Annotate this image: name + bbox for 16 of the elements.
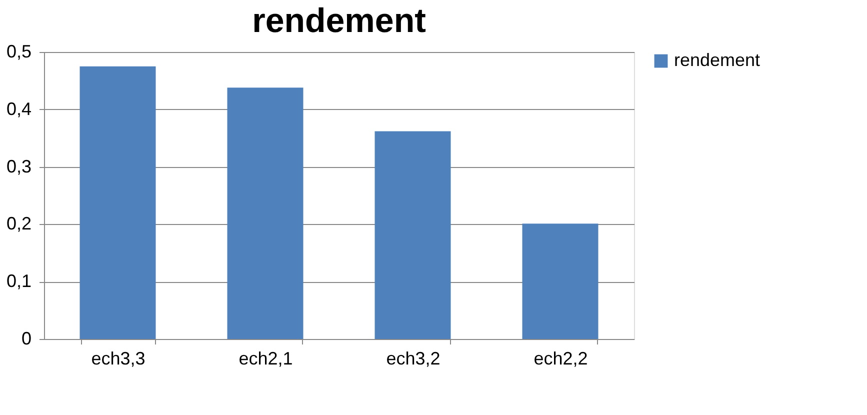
bar [80,66,156,339]
y-tick-label: 0,4 [6,98,32,119]
y-tick-label: 0,5 [6,42,32,62]
x-tick-label: ech3,2 [386,348,440,368]
y-tick-label: 0,1 [6,271,32,292]
bar [227,88,304,339]
legend-label: rendement [674,50,760,70]
x-tick-label: ech2,2 [534,348,588,368]
y-tick-label: 0,3 [6,156,32,176]
bar [522,224,598,339]
bar [374,131,451,339]
y-tick-label: 0,2 [6,214,32,234]
x-tick-label: ech3,3 [91,348,146,368]
x-tick-label: ech2,1 [238,348,293,368]
chart-title: rendement [252,2,426,40]
y-tick-label: 0 [21,328,32,348]
